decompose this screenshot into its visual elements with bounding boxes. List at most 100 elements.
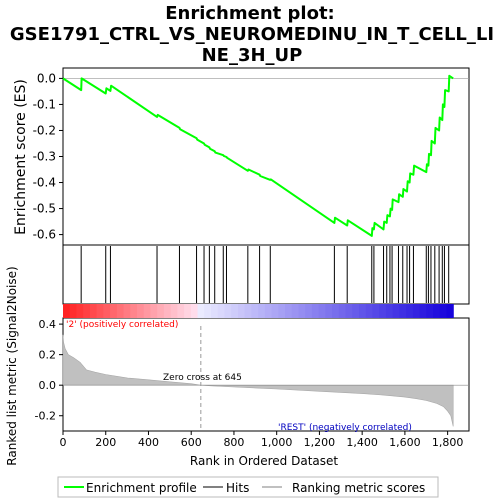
metric-y-tick-label: -0.2 xyxy=(35,410,56,423)
x-tick-label: 200 xyxy=(95,436,116,449)
x-axis: 0 200 400 600 800 1,000 1,200 1,400 1,600 1,800 xyxy=(60,431,464,449)
rank-color-segment xyxy=(130,304,138,318)
x-tick-label: 1,200 xyxy=(304,436,336,449)
chart-title-line-3: NE_3H_UP xyxy=(202,45,303,66)
x-tick-label: 1,600 xyxy=(389,436,421,449)
metric-y-tick-label: 0.0 xyxy=(39,379,57,392)
rank-color-segment xyxy=(237,304,246,318)
legend-ranking-label: Ranking metric scores xyxy=(292,481,425,495)
es-y-tick-label: -0.6 xyxy=(33,228,56,242)
rank-color-segment xyxy=(197,304,205,318)
rank-color-segment xyxy=(258,304,266,318)
rank-color-segment xyxy=(406,304,414,318)
es-y-tick-label: -0.3 xyxy=(33,150,56,164)
rank-color-segment xyxy=(69,304,78,318)
hit-markers xyxy=(80,246,450,303)
rank-color-segment xyxy=(231,304,239,318)
x-tick-label: 400 xyxy=(138,436,159,449)
rank-color-segment xyxy=(298,304,306,318)
rank-color-segment xyxy=(177,304,185,318)
rank-color-segment xyxy=(325,304,333,318)
es-y-tick-label: -0.1 xyxy=(33,97,56,111)
x-tick-label: 1,000 xyxy=(261,436,293,449)
rank-color-segment xyxy=(123,304,131,318)
rank-color-segment xyxy=(439,304,448,318)
rank-color-segment xyxy=(170,304,178,318)
rank-color-segment xyxy=(379,304,387,318)
rank-color-segment xyxy=(264,304,273,318)
rank-color-segment xyxy=(244,304,252,318)
enrichment-profile-line xyxy=(62,74,454,237)
rank-color-segment xyxy=(365,304,374,318)
rank-color-segment xyxy=(211,304,219,318)
rank-color-segment xyxy=(217,304,226,318)
rank-color-segment xyxy=(184,304,192,318)
rank-color-segment xyxy=(150,304,158,318)
hits-panel xyxy=(62,244,470,305)
x-tick-label: 1,800 xyxy=(432,436,464,449)
es-y-axis: 0.0 -0.1 -0.2 -0.3 -0.4 -0.5 -0.6 xyxy=(33,71,63,242)
rank-color-segment xyxy=(271,304,279,318)
rank-color-segment xyxy=(251,304,259,318)
x-tick-label: 0 xyxy=(60,436,67,449)
metric-panel xyxy=(62,317,470,432)
rank-color-segment xyxy=(426,304,434,318)
es-y-tick-label: -0.4 xyxy=(33,176,56,190)
zero-cross-label: Zero cross at 645 xyxy=(163,373,242,383)
rank-color-segment xyxy=(137,304,145,318)
rank-color-segment xyxy=(332,304,340,318)
rank-color-segment xyxy=(305,304,313,318)
rank-color-segment xyxy=(163,304,172,318)
es-panel xyxy=(62,67,470,246)
x-tick-label: 800 xyxy=(223,436,244,449)
rank-color-segment xyxy=(89,304,98,318)
rank-color-segment xyxy=(291,304,300,318)
legend-box xyxy=(57,476,439,498)
es-y-tick-label: -0.2 xyxy=(33,123,56,137)
rank-color-segment xyxy=(224,304,232,318)
metric-y-tick-label: 0.4 xyxy=(39,318,57,331)
rank-color-segment xyxy=(143,304,152,318)
rank-color-segment xyxy=(311,304,320,318)
rank-color-segment xyxy=(372,304,380,318)
enrichment-profile xyxy=(62,74,454,237)
metric-y-axis-title: Ranked list metric (Signal2Noise) xyxy=(5,266,19,465)
rank-color-segment xyxy=(433,304,441,318)
rank-color-segment xyxy=(63,304,71,318)
chart-title-line-1: Enrichment plot: xyxy=(165,3,335,24)
positive-correlation-label: '2' (positively correlated) xyxy=(66,320,178,330)
rank-color-segment xyxy=(116,304,125,318)
rank-color-segment xyxy=(83,304,91,318)
legend-enrichment-label: Enrichment profile xyxy=(86,481,197,495)
rank-color-segment xyxy=(157,304,165,318)
rank-color-segment xyxy=(399,304,407,318)
rank-color-segment xyxy=(110,304,118,318)
rank-color-segment xyxy=(446,304,454,318)
rank-color-segment xyxy=(76,304,84,318)
negative-correlation-label: 'REST' (negatively correlated) xyxy=(278,423,412,433)
ranking-metric-area xyxy=(62,326,469,431)
es-y-tick-label: 0.0 xyxy=(37,71,56,85)
ranking-metric-fill xyxy=(62,334,454,427)
metric-y-axis: 0.4 0.2 0.0 -0.2 xyxy=(35,318,63,423)
x-tick-label: 1,400 xyxy=(346,436,378,449)
rank-color-segment xyxy=(352,304,360,318)
x-axis-title: Rank in Ordered Dataset xyxy=(190,454,338,468)
rank-color-segment xyxy=(392,304,400,318)
rank-color-segment xyxy=(190,304,199,318)
es-y-axis-title: Enrichment score (ES) xyxy=(13,79,29,235)
rank-color-segment xyxy=(103,304,111,318)
rank-color-segment xyxy=(419,304,427,318)
rank-color-segment xyxy=(285,304,293,318)
rank-color-segment xyxy=(204,304,212,318)
rank-color-segment xyxy=(385,304,394,318)
legend-hits-label: Hits xyxy=(226,481,249,495)
rank-color-segment xyxy=(412,304,421,318)
rank-color-segment xyxy=(359,304,367,318)
metric-y-tick-label: 0.2 xyxy=(39,349,57,362)
es-y-tick-label: -0.5 xyxy=(33,202,56,216)
legend: Enrichment profile Hits Ranking metric s… xyxy=(57,476,439,498)
chart-title-line-2: GSE1791_CTRL_VS_NEUROMEDINU_IN_T_CELL_LI xyxy=(10,24,494,45)
rank-color-segment xyxy=(278,304,286,318)
x-tick-label: 600 xyxy=(181,436,202,449)
